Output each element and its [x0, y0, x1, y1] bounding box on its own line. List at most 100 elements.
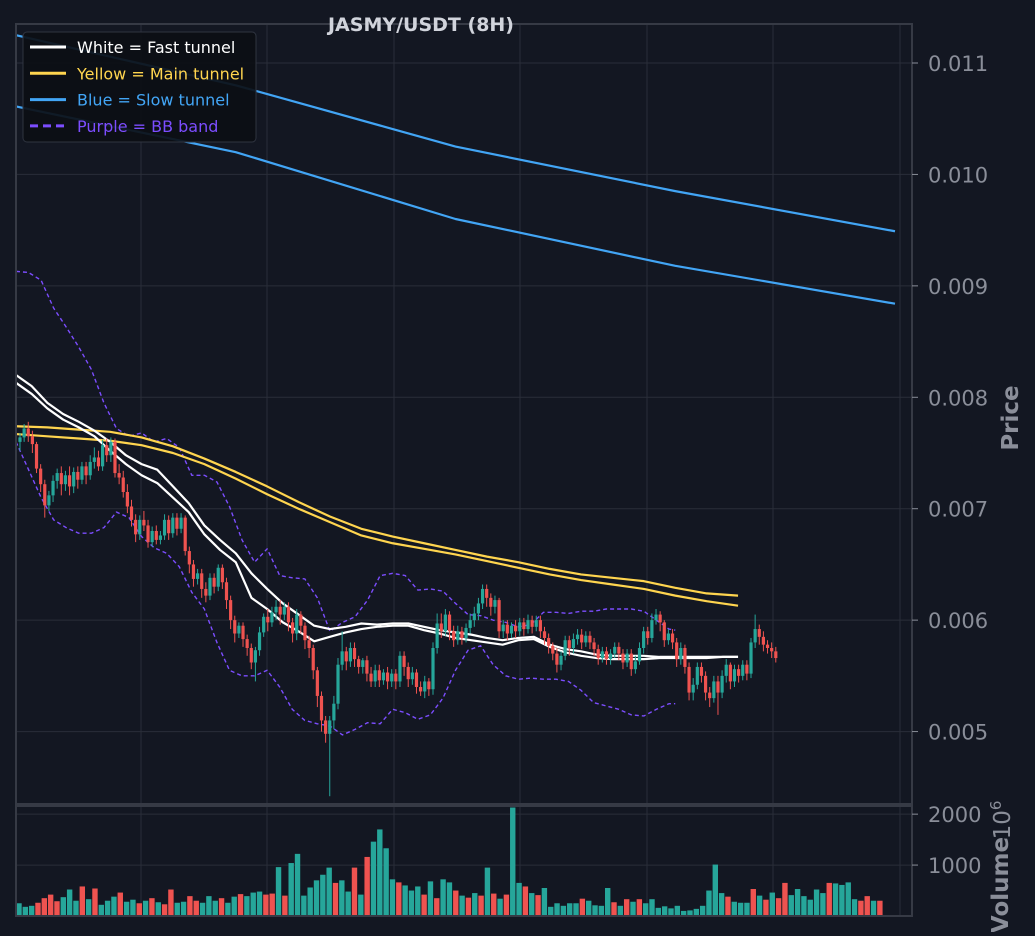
volume-bar	[320, 874, 326, 916]
candle-body	[303, 625, 307, 641]
candle-body	[489, 597, 493, 607]
price-tick-label: 0.010	[928, 163, 988, 187]
candle-body	[220, 567, 224, 583]
candle-body	[679, 648, 683, 660]
candle-body	[480, 588, 485, 604]
volume-bar	[174, 902, 180, 916]
candle-body	[352, 648, 357, 660]
candle-body	[200, 573, 204, 589]
axes: Price Volume 106 0.005 0.006 0.007 0.008 0.0…	[912, 52, 1024, 933]
candle-body	[675, 642, 679, 660]
candle-body	[745, 664, 749, 674]
volume-bar	[472, 893, 478, 916]
candle-body	[167, 519, 171, 534]
candle-body	[245, 639, 249, 648]
volume-bar	[750, 889, 756, 916]
volume-bar	[453, 890, 459, 916]
candle-body	[208, 577, 212, 596]
volume-bar	[383, 848, 389, 916]
volume-bar	[573, 903, 579, 916]
candle-body	[538, 620, 542, 632]
candle-body	[514, 625, 518, 632]
volume-bar	[282, 895, 288, 916]
chart-title: JASMY/USDT (8H)	[326, 14, 514, 36]
candle-body	[270, 612, 274, 623]
candle-body	[547, 637, 551, 646]
volume-bar	[16, 903, 22, 916]
candles	[18, 421, 778, 797]
candle-body	[580, 634, 584, 643]
volume-bars	[16, 807, 883, 916]
candle-body	[34, 444, 39, 469]
candle-body	[336, 664, 340, 704]
candle-body	[439, 623, 443, 632]
candle-body	[584, 635, 588, 643]
candle-body	[274, 606, 278, 613]
candle-body	[229, 600, 233, 621]
volume-axis-label: Volume	[988, 837, 1014, 932]
candle-body	[377, 670, 381, 681]
candle-body	[443, 614, 447, 632]
candle-body	[526, 620, 530, 630]
volume-bar	[851, 899, 858, 916]
candle-body	[373, 670, 377, 682]
candle-body	[154, 531, 158, 540]
volume-bar	[92, 888, 98, 916]
candle-body	[299, 614, 303, 626]
candle-body	[460, 631, 464, 638]
candle-body	[109, 441, 113, 456]
candle-body	[348, 648, 352, 662]
volume-bar	[579, 898, 586, 916]
volume-bar	[402, 885, 408, 916]
candle-body	[596, 649, 600, 659]
volume-bar	[41, 898, 48, 916]
candle-body	[385, 672, 390, 682]
volume-bar	[22, 906, 29, 916]
candle-body	[394, 673, 398, 682]
candle-body	[423, 681, 427, 692]
candle-body	[295, 614, 299, 634]
volume-bar	[440, 879, 446, 916]
volume-bar	[801, 896, 807, 916]
volume-bar	[155, 902, 161, 916]
volume-bar	[60, 897, 67, 916]
volume-bar	[503, 894, 510, 916]
candle-body	[129, 506, 134, 520]
candle-body	[534, 620, 538, 627]
volume-bar	[769, 892, 775, 916]
volume-bar	[421, 894, 427, 916]
candle-body	[278, 606, 282, 615]
candle-body	[319, 695, 324, 721]
volume-bar	[725, 896, 731, 916]
volume-bar	[244, 896, 250, 916]
candle-body	[621, 653, 625, 663]
candle-body	[311, 648, 315, 671]
volume-bar	[845, 882, 851, 916]
candle-body	[472, 613, 476, 621]
volume-bar	[459, 895, 465, 916]
candle-body	[195, 573, 200, 579]
volume-bar	[522, 886, 529, 916]
candle-body	[658, 614, 662, 623]
candle-body	[770, 648, 774, 652]
volume-bar	[339, 880, 345, 916]
volume-bar	[478, 895, 484, 916]
bb-lower-line	[15, 441, 676, 736]
volume-bar	[180, 901, 187, 916]
candle-body	[642, 631, 646, 648]
volume-bar	[47, 894, 54, 916]
candle-body	[204, 588, 208, 596]
candle-body	[493, 600, 497, 607]
candle-body	[435, 623, 439, 648]
candle-body	[158, 535, 163, 540]
candle-body	[497, 600, 501, 632]
volume-bar	[427, 881, 434, 916]
candle-body	[749, 642, 753, 674]
candle-body	[146, 525, 150, 543]
candle-body	[737, 669, 741, 676]
volume-bar	[250, 892, 256, 916]
candle-body	[286, 606, 291, 623]
volume-bar	[674, 905, 681, 916]
volume-bar	[415, 886, 421, 916]
